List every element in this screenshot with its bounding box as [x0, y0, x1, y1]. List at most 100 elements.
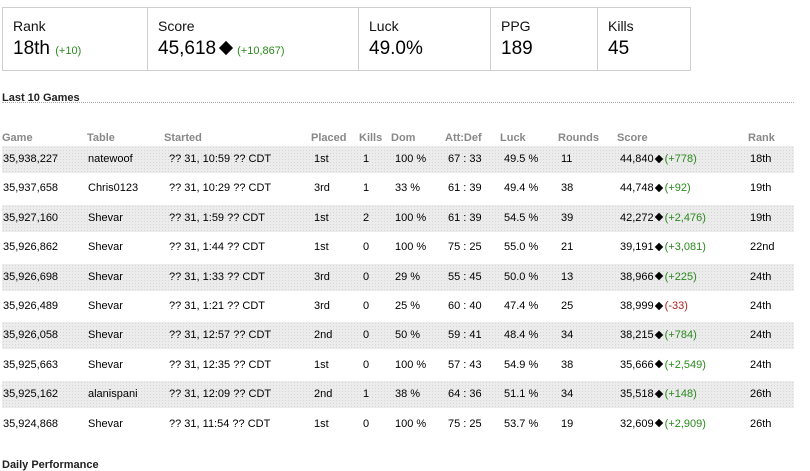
stat-rank-value-wrap: 18th (+10) [13, 37, 147, 63]
row-score-delta: (+2,476) [664, 211, 706, 224]
column-header-kills: Kills [359, 132, 383, 144]
table-row[interactable]: 35,925,162 alanispani ?? 31, 12:09 ?? CDT 2… [2, 381, 794, 409]
row-att-def: 57 : 43 [448, 358, 482, 371]
row-placed: 1st [314, 211, 329, 224]
row-game-id: 35,926,862 [3, 241, 59, 254]
row-rank: 26th [750, 417, 772, 430]
row-game-id: 35,926,058 [3, 329, 59, 342]
row-luck: 55.0 % [504, 241, 539, 254]
player-stats-bar: Rank 18th (+10) Score 45,618 (+10,867) Lu… [2, 7, 691, 71]
row-rank: 22nd [750, 241, 775, 254]
table-row[interactable]: 35,926,489 Shevar ?? 31, 1:21 ?? CDT 3rd 0 25… [2, 293, 794, 320]
row-table-name: alanispani [88, 388, 138, 401]
row-score-value: 35,518 [620, 388, 654, 401]
row-dom: 100 % [395, 211, 427, 224]
column-header-dom: Dom [391, 132, 416, 144]
row-dom: 29 % [395, 270, 421, 283]
row-started: ?? 31, 12:35 ?? CDT [169, 358, 272, 371]
stat-score-value: 45,618 [158, 38, 217, 59]
row-started: ?? 31, 10:29 ?? CDT [169, 182, 272, 195]
row-kills: 0 [363, 358, 370, 371]
table-row[interactable]: 35,927,160 Shevar ?? 31, 1:59 ?? CDT 1st 2 10… [2, 204, 794, 232]
row-luck: 54.5 % [504, 211, 539, 224]
row-dom: 33 % [395, 182, 421, 195]
table-row[interactable]: 35,925,663 Shevar ?? 31, 12:35 ?? CDT 1st 0 1… [2, 352, 794, 379]
row-score-delta: (-33) [664, 300, 688, 312]
row-game-id: 35,927,160 [3, 211, 59, 224]
table-row[interactable]: 35,937,658 Chris0123 ?? 31, 10:29 ?? CDT 3r… [2, 175, 794, 202]
row-kills: 0 [363, 417, 370, 430]
row-game-id: 35,926,698 [3, 270, 59, 283]
row-score-delta: (+225) [664, 270, 697, 283]
row-table-name: Shevar [88, 241, 123, 254]
table-row[interactable]: 35,926,862 Shevar ?? 31, 1:44 ?? CDT 1st 0 10… [2, 234, 794, 261]
row-rounds: 11 [561, 153, 573, 165]
stat-ppg-value: 189 [501, 38, 533, 59]
row-placed: 1st [314, 241, 329, 254]
column-header-game: Game [2, 132, 33, 144]
diamond-icon [654, 213, 663, 222]
table-row[interactable]: 35,924,868 Shevar ?? 31, 11:54 ?? CDT 1st 0 1… [2, 411, 794, 438]
row-score: 38,215 (+784) [620, 329, 697, 341]
row-placed: 3rd [314, 182, 330, 195]
row-started: ?? 31, 11:54 ?? CDT [169, 417, 271, 430]
row-dom: 25 % [395, 300, 421, 312]
row-score-delta: (+92) [664, 182, 691, 195]
row-luck: 53.7 % [504, 417, 539, 430]
row-att-def: 67 : 33 [448, 153, 482, 165]
row-score: 44,748 (+92) [620, 182, 691, 194]
row-dom: 100 % [395, 358, 427, 371]
row-score: 44,840 (+778) [620, 153, 697, 165]
row-score: 38,966 (+225) [620, 271, 697, 283]
table-row[interactable]: 35,926,058 Shevar ?? 31, 12:57 ?? CDT 2nd 0 5… [2, 322, 794, 350]
row-att-def: 64 : 36 [448, 388, 482, 401]
stat-ppg-label: PPG [501, 18, 531, 34]
row-started: ?? 31, 1:33 ?? CDT [169, 270, 266, 283]
row-dom: 100 % [395, 241, 427, 254]
section-title-daily-performance: Daily Performance [2, 459, 99, 471]
row-luck: 50.0 % [504, 270, 539, 283]
row-started: ?? 31, 1:59 ?? CDT [169, 211, 266, 224]
row-luck: 49.4 % [504, 182, 539, 195]
row-kills: 1 [363, 153, 370, 165]
row-placed: 3rd [314, 270, 330, 283]
row-score-delta: (+3,081) [664, 241, 706, 254]
row-game-id: 35,925,663 [3, 358, 59, 371]
column-header-table: Table [87, 132, 115, 144]
row-att-def: 61 : 39 [448, 211, 482, 224]
row-score-delta: (+784) [664, 329, 697, 342]
diamond-icon [654, 330, 663, 340]
column-header-luck: Luck [500, 132, 526, 144]
row-score-value: 38,966 [620, 270, 654, 283]
row-rank: 26th [750, 388, 772, 401]
row-att-def: 61 : 39 [448, 182, 482, 195]
row-game-id: 35,937,658 [3, 182, 59, 195]
stat-luck: Luck 49.0% [359, 8, 491, 70]
row-luck: 47.4 % [504, 300, 539, 312]
row-kills: 0 [363, 300, 370, 312]
row-score: 42,272 (+2,476) [620, 212, 706, 224]
row-luck: 54.9 % [504, 358, 539, 371]
diamond-icon [654, 154, 663, 163]
row-kills: 1 [363, 182, 370, 195]
stat-rank: Rank 18th (+10) [3, 8, 148, 70]
row-table-name: Shevar [88, 270, 123, 283]
table-row[interactable]: 35,938,227 natewoof ?? 31, 10:59 ?? CDT 1st… [2, 146, 794, 173]
row-rounds: 19 [561, 417, 574, 430]
column-header-attdef: Att:Def [445, 132, 482, 144]
section-title-last-games: Last 10 Games [2, 92, 80, 104]
row-started: ?? 31, 1:21 ?? CDT [169, 300, 266, 312]
row-rounds: 38 [561, 358, 574, 371]
column-header-score: Score [617, 132, 648, 144]
table-row[interactable]: 35,926,698 Shevar ?? 31, 1:33 ?? CDT 3rd 0 29… [2, 263, 794, 291]
column-header-placed: Placed [311, 132, 347, 144]
row-luck: 49.5 % [504, 153, 539, 165]
row-rounds: 34 [561, 388, 574, 401]
row-kills: 0 [363, 329, 370, 342]
column-header-started: Started [164, 132, 202, 144]
row-score: 32,609 (+2,909) [620, 418, 706, 430]
row-game-id: 35,924,868 [3, 417, 59, 430]
row-rank: 24th [750, 270, 772, 283]
row-score-value: 44,840 [620, 153, 654, 165]
diamond-icon [654, 183, 663, 193]
